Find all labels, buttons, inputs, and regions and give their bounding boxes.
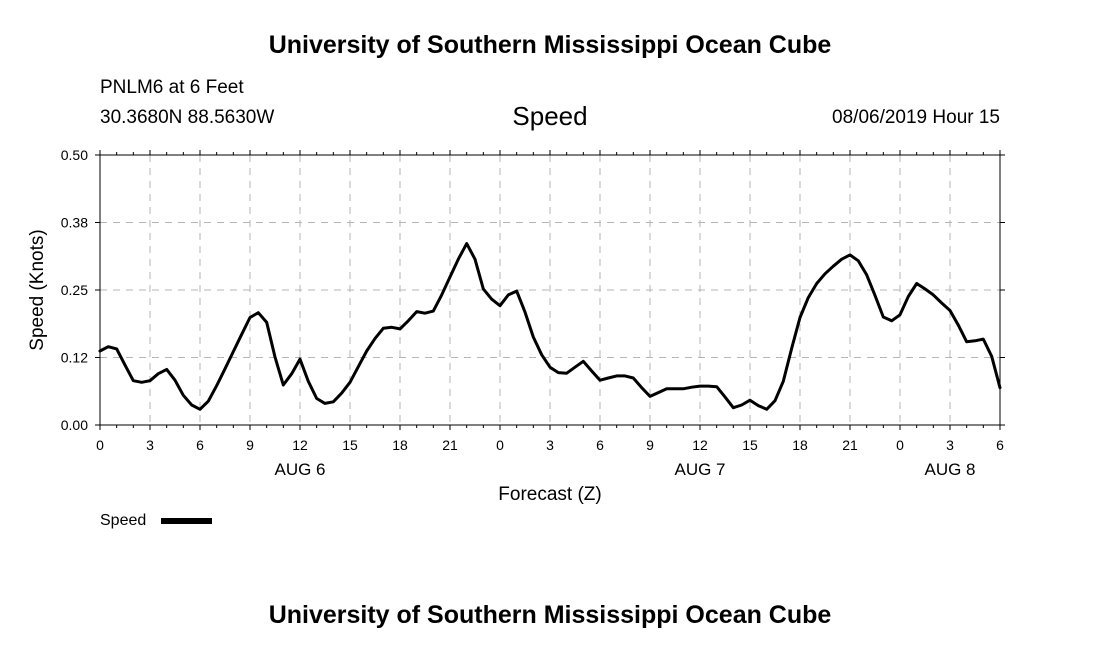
- station-label: PNLM6 at 6 Feet: [100, 77, 244, 98]
- x-tick-label-18: 6: [996, 437, 1004, 453]
- x-tick-label-11: 9: [646, 437, 654, 453]
- x-tick-label-15: 21: [842, 437, 858, 453]
- x-tick-label-17: 3: [946, 437, 954, 453]
- chart-series: [98, 242, 1002, 411]
- page-title: University of Southern Mississippi Ocean…: [268, 31, 832, 59]
- x-tick-label-1: 3: [146, 437, 154, 453]
- x-tick-label-13: 15: [742, 437, 758, 453]
- x-tick-label-3: 9: [246, 437, 254, 453]
- datetime-label: 08/06/2019 Hour 15: [832, 107, 1000, 128]
- legend-label-0: Speed: [100, 512, 146, 529]
- y-tick-label-3: 0.38: [61, 215, 88, 231]
- y-tick-label-2: 0.25: [61, 282, 88, 298]
- x-tick-label-0: 0: [96, 437, 104, 453]
- x-tick-label-2: 6: [196, 437, 204, 453]
- x-tick-label-14: 18: [792, 437, 808, 453]
- chart-axes: [95, 150, 1005, 430]
- x-tick-label-7: 21: [442, 437, 458, 453]
- chart-grid: [100, 155, 1000, 425]
- x-tick-label-9: 3: [546, 437, 554, 453]
- series-line-0: [98, 242, 1002, 411]
- day-label-0: AUG 6: [274, 460, 325, 479]
- day-label-2: AUG 8: [924, 460, 975, 479]
- x-tick-label-5: 15: [342, 437, 358, 453]
- chart-title: Speed: [512, 101, 588, 131]
- x-tick-label-6: 18: [392, 437, 408, 453]
- x-tick-label-8: 0: [496, 437, 504, 453]
- x-tick-label-16: 0: [896, 437, 904, 453]
- y-tick-label-1: 0.12: [61, 350, 88, 366]
- x-axis-label: Forecast (Z): [498, 484, 601, 505]
- y-tick-label-4: 0.50: [61, 147, 88, 163]
- location-label: 30.3680N 88.5630W: [100, 107, 275, 128]
- chart-labels: 0 3 6 9 12 15 18 21 0 3 6 9 12 15 18 21 0 3 6 0.00 0.12 0.25 0…: [27, 147, 1004, 529]
- y-tick-label-0: 0.00: [61, 417, 88, 433]
- x-tick-label-10: 6: [596, 437, 604, 453]
- x-tick-label-4: 12: [292, 437, 308, 453]
- x-tick-label-12: 12: [692, 437, 708, 453]
- day-label-1: AUG 7: [674, 460, 725, 479]
- footer-title: University of Southern Mississippi Ocean…: [268, 601, 832, 629]
- y-axis-label: Speed (Knots): [27, 229, 48, 350]
